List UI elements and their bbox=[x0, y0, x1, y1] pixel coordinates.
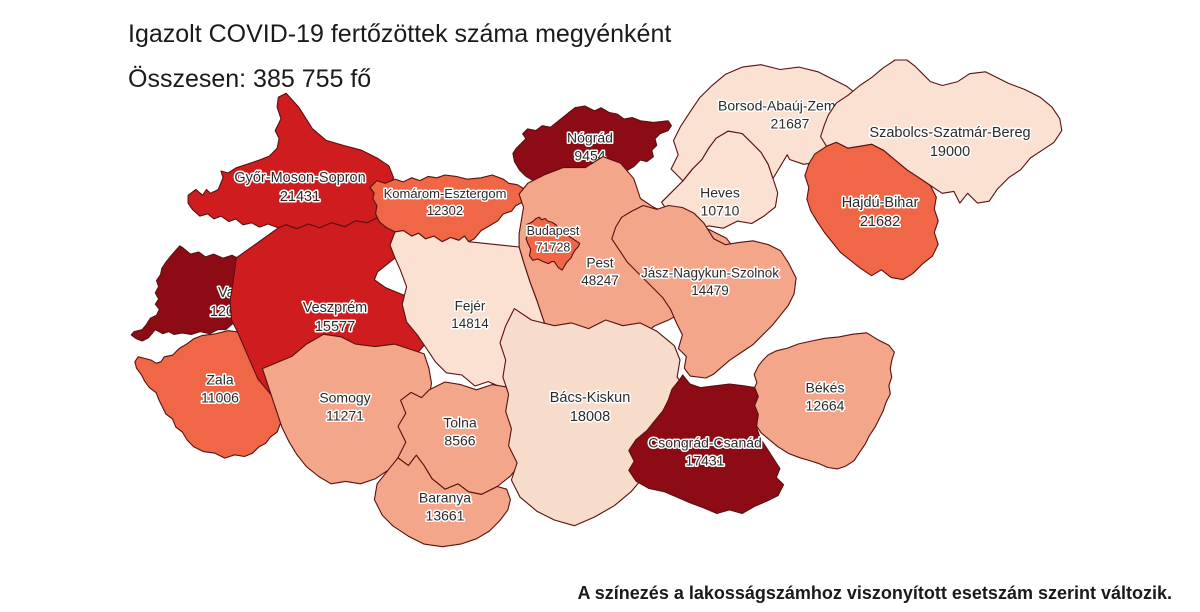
svg-text:19000: 19000 bbox=[930, 144, 970, 160]
svg-text:21682: 21682 bbox=[860, 214, 900, 230]
svg-text:8566: 8566 bbox=[444, 433, 475, 449]
svg-text:Heves: Heves bbox=[700, 184, 740, 200]
svg-text:Zala: Zala bbox=[206, 371, 233, 387]
svg-text:11271: 11271 bbox=[326, 408, 364, 424]
svg-text:15577: 15577 bbox=[315, 319, 355, 335]
svg-text:Veszprém: Veszprém bbox=[303, 300, 367, 316]
svg-text:Csongrád-Csanád: Csongrád-Csanád bbox=[648, 434, 762, 450]
svg-text:12302: 12302 bbox=[427, 203, 463, 218]
svg-text:18008: 18008 bbox=[570, 409, 610, 425]
svg-text:48247: 48247 bbox=[581, 273, 619, 288]
svg-text:13661: 13661 bbox=[426, 508, 465, 524]
svg-text:Jász-Nagykun-Szolnok: Jász-Nagykun-Szolnok bbox=[641, 266, 779, 281]
svg-text:10710: 10710 bbox=[701, 203, 740, 219]
svg-text:Tolna: Tolna bbox=[443, 414, 477, 430]
svg-text:Nógrád: Nógrád bbox=[567, 129, 613, 145]
svg-text:Baranya: Baranya bbox=[419, 489, 471, 505]
svg-text:Somogy: Somogy bbox=[319, 389, 370, 405]
svg-text:14479: 14479 bbox=[691, 283, 729, 298]
svg-text:21431: 21431 bbox=[280, 189, 320, 205]
svg-text:71728: 71728 bbox=[536, 240, 571, 254]
svg-text:Pest: Pest bbox=[586, 256, 613, 271]
svg-text:21687: 21687 bbox=[771, 116, 810, 132]
svg-text:Hajdú-Bihar: Hajdú-Bihar bbox=[842, 195, 919, 211]
svg-text:Bács-Kiskun: Bács-Kiskun bbox=[550, 390, 631, 406]
svg-text:11006: 11006 bbox=[201, 390, 239, 406]
svg-text:14814: 14814 bbox=[451, 316, 489, 331]
svg-text:Győr-Moson-Sopron: Győr-Moson-Sopron bbox=[234, 170, 365, 186]
svg-text:17431: 17431 bbox=[686, 453, 725, 469]
svg-text:Budapest: Budapest bbox=[527, 224, 580, 238]
svg-text:12664: 12664 bbox=[806, 398, 845, 414]
svg-text:Szabolcs-Szatmár-Bereg: Szabolcs-Szatmár-Bereg bbox=[869, 125, 1030, 141]
svg-text:Békés: Békés bbox=[806, 379, 845, 395]
svg-text:Komárom-Esztergom: Komárom-Esztergom bbox=[384, 186, 507, 201]
svg-text:Fejér: Fejér bbox=[455, 299, 486, 314]
